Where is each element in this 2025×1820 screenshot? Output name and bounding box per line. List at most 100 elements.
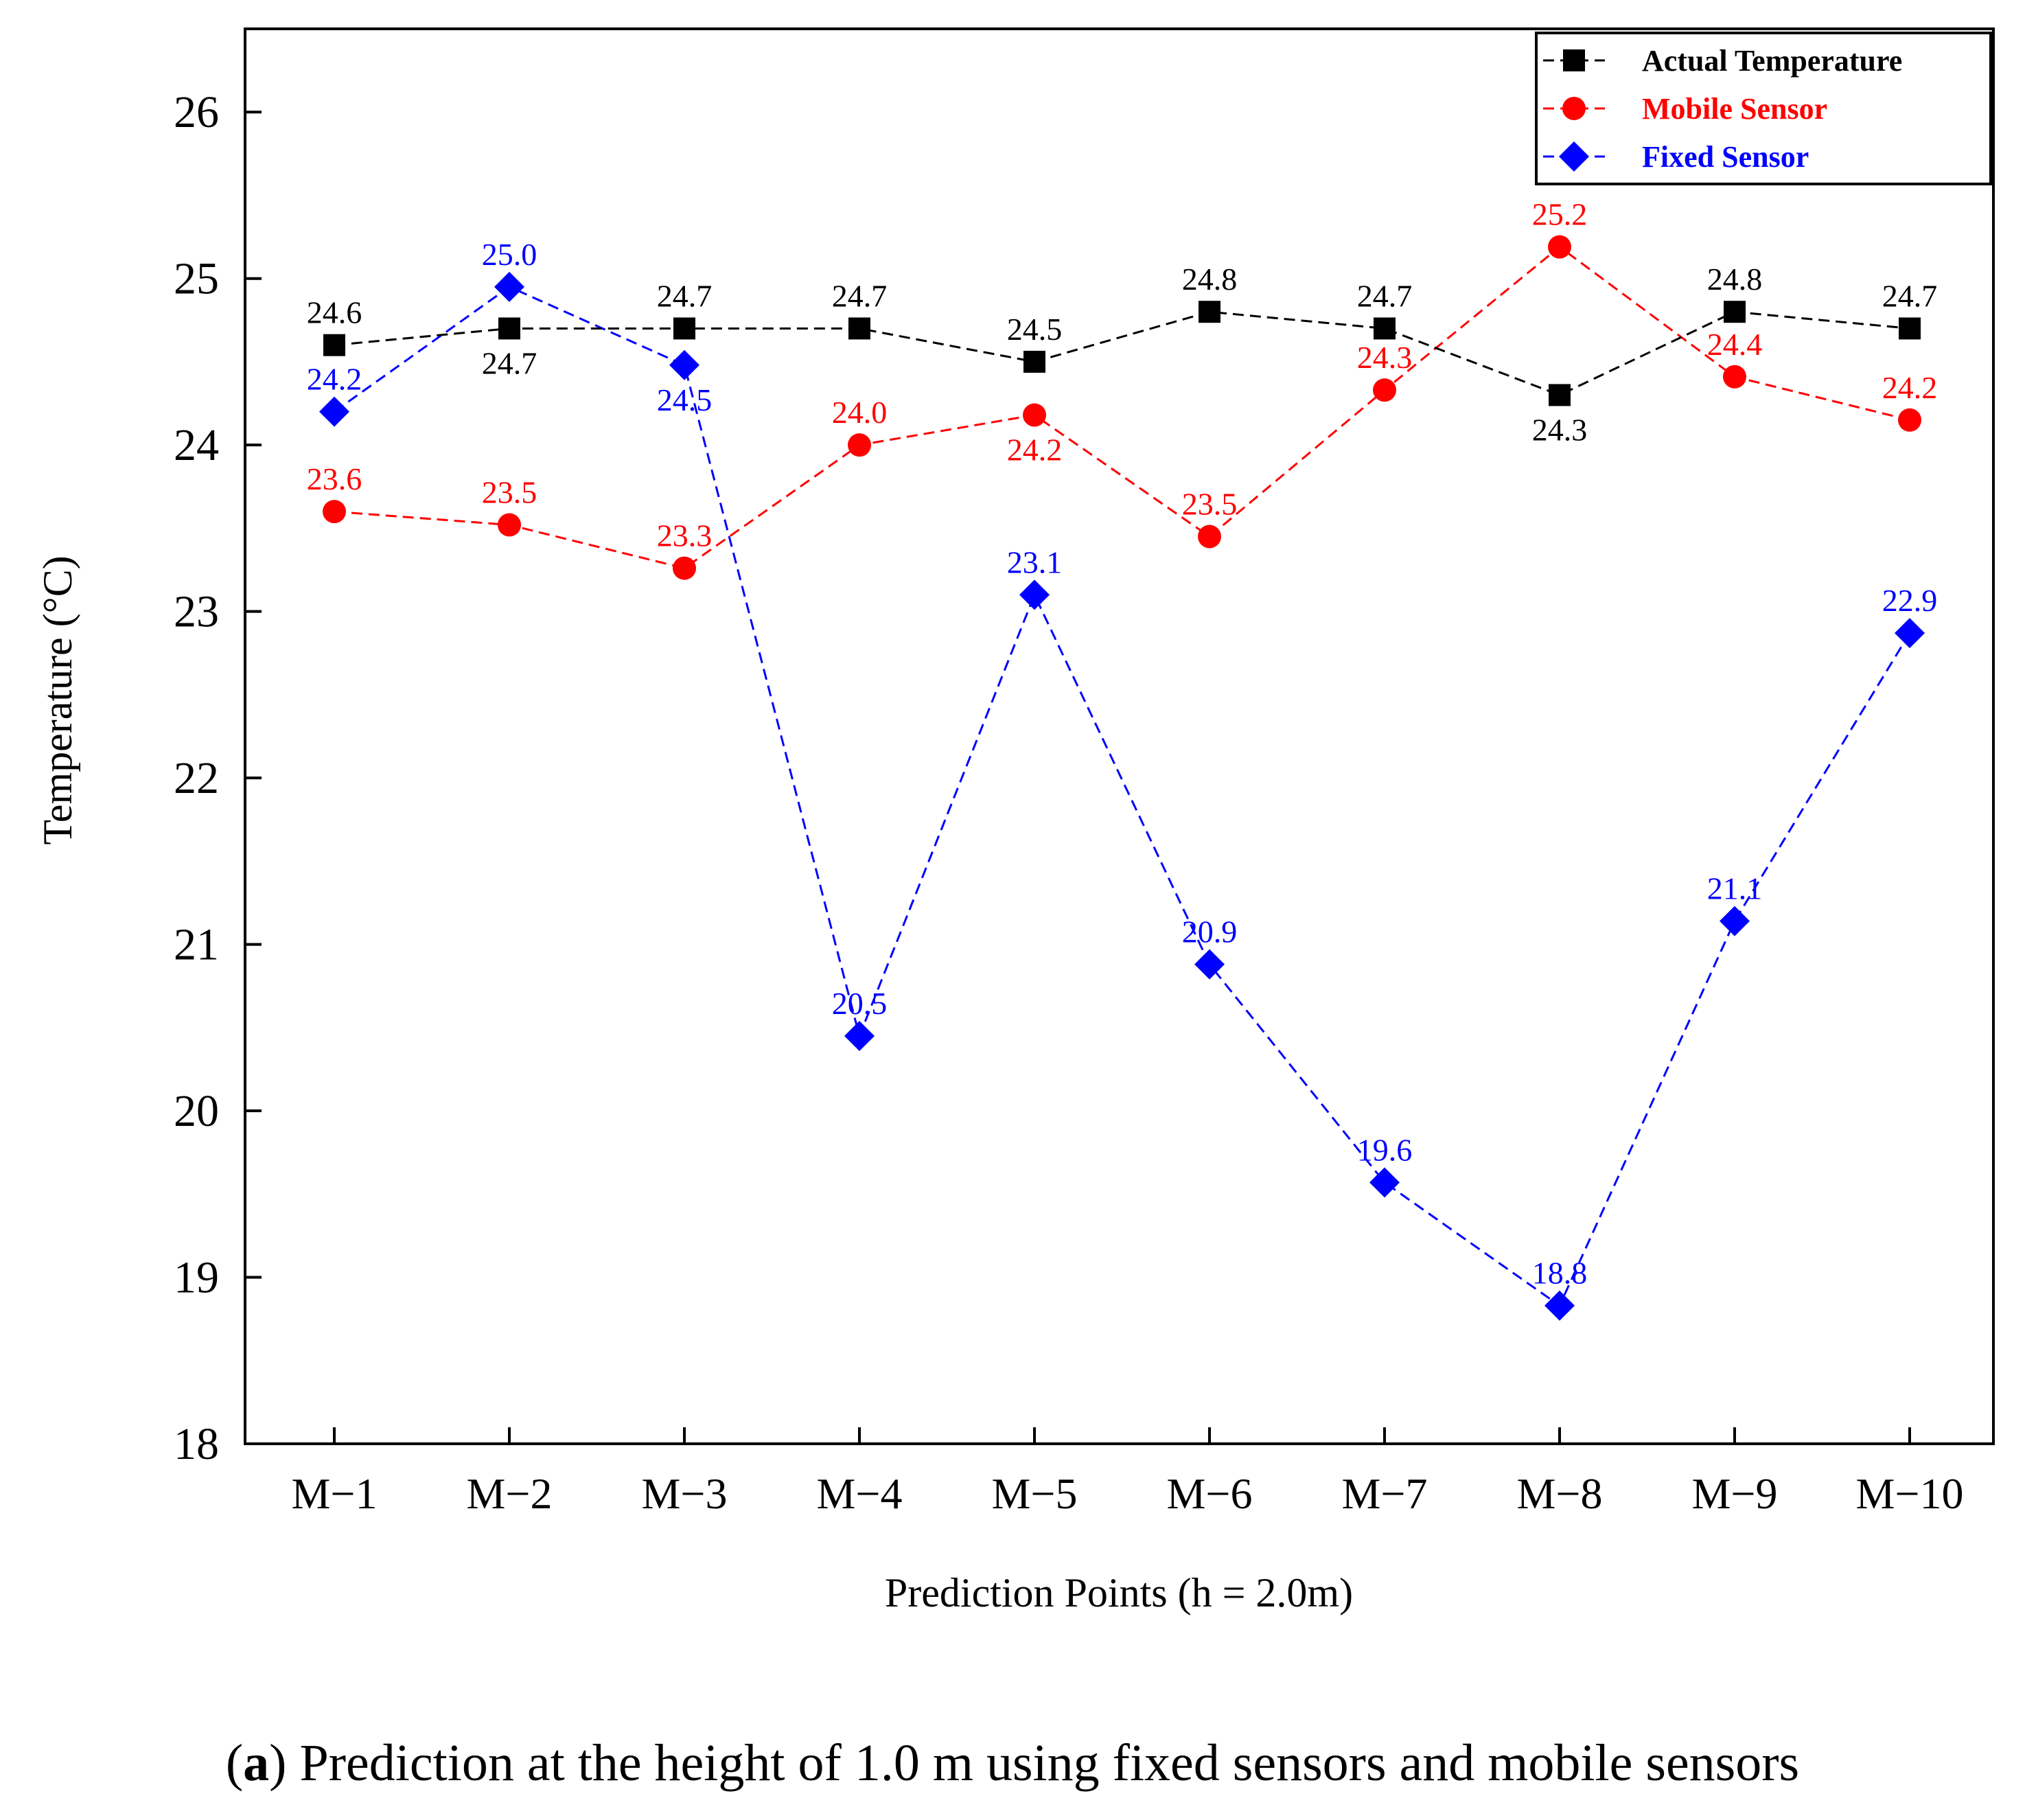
x-tick-label: M−4: [817, 1469, 903, 1518]
data-label: 23.5: [482, 475, 537, 510]
mobile-sensor-marker: [498, 513, 521, 537]
mobile-sensor-marker: [1023, 403, 1046, 427]
actual-temperature-marker: [848, 317, 870, 340]
line-chart: 18 19 20 21 22 23 24 25 26 M−1 M−2 M−3 M−4 M−5 M−6 M−7…: [35, 27, 1995, 1615]
series-line: [334, 245, 1910, 570]
y-tick-label: 18: [174, 1419, 219, 1469]
data-label: 23.6: [307, 461, 362, 496]
data-label: 24.5: [657, 382, 713, 417]
y-tick-label: 26: [174, 87, 219, 137]
data-label: 24.2: [1007, 433, 1063, 468]
data-label: 19.6: [1357, 1132, 1413, 1167]
actual-temperature-marker: [1724, 301, 1746, 323]
data-label: 24.2: [1882, 370, 1938, 405]
x-tick-label: M−2: [467, 1469, 553, 1518]
mobile-sensor-marker: [1373, 378, 1396, 402]
y-tick-label: 23: [174, 587, 219, 637]
data-label: 24.0: [832, 395, 888, 430]
fixed-sensor-marker: [1369, 1167, 1400, 1198]
data-label: 23.3: [657, 518, 713, 553]
fixed-sensor-marker: [844, 1020, 875, 1051]
fixed-sensor-marker: [1194, 949, 1225, 980]
legend-marker: [1559, 141, 1589, 172]
data-label: 24.8: [1182, 262, 1238, 297]
data-label: 24.8: [1707, 262, 1763, 297]
mobile-sensor-marker: [1723, 365, 1746, 389]
data-label: 24.4: [1707, 327, 1763, 362]
actual-temperature-marker: [498, 317, 520, 340]
data-labels: 24.6 24.7 24.7 24.7 24.5 24.8 24.7 24.3 24.8 24.7…: [307, 197, 1938, 1291]
x-tick-label: M−10: [1856, 1469, 1964, 1518]
x-tick-label: M−1: [292, 1469, 378, 1518]
fixed-sensor-marker: [1544, 1290, 1575, 1321]
actual-temperature-marker: [673, 317, 695, 340]
x-tick-label: M−8: [1517, 1469, 1603, 1518]
series-fixed-sensor: [319, 271, 1925, 1321]
y-tick-label: 25: [174, 254, 219, 304]
fixed-sensor-marker: [669, 349, 699, 380]
data-label: 24.7: [832, 278, 888, 313]
legend-box: [1535, 32, 1992, 185]
legend-label: Mobile Sensor: [1642, 92, 1827, 126]
caption-label: a: [243, 1734, 270, 1792]
actual-temperature-marker: [1374, 317, 1396, 340]
actual-temperature-marker: [323, 334, 345, 356]
x-tick-label: M−9: [1692, 1469, 1778, 1518]
legend-entry: Actual Temperature: [1543, 44, 1902, 78]
plot-area-frame: [244, 27, 1995, 1445]
fixed-sensor-marker: [1720, 906, 1750, 936]
data-label: 24.5: [1007, 312, 1063, 347]
data-label: 20.5: [832, 986, 888, 1021]
y-axis-title: Temperature (°C): [35, 555, 80, 844]
y-tick-label: 24: [174, 420, 219, 470]
data-label: 18.8: [1532, 1256, 1588, 1291]
x-tick-label: M−5: [992, 1469, 1078, 1518]
series-line: [334, 310, 1910, 397]
x-tick-label: M−3: [642, 1469, 728, 1518]
actual-temperature-marker: [1899, 317, 1921, 340]
actual-temperature-marker: [1549, 384, 1571, 406]
data-label: 24.7: [1882, 278, 1938, 313]
legend-label: Fixed Sensor: [1642, 140, 1809, 174]
y-tick-label: 22: [174, 753, 219, 803]
data-label: 20.9: [1182, 914, 1238, 949]
actual-temperature-marker: [1199, 301, 1220, 323]
x-tick-label: M−6: [1167, 1469, 1253, 1518]
y-tick-label: 21: [174, 920, 219, 970]
y-axis-ticks: 18 19 20 21 22 23 24 25 26: [174, 87, 262, 1469]
fixed-sensor-marker: [1895, 618, 1925, 649]
actual-temperature-marker: [1023, 350, 1045, 373]
data-label: 24.3: [1532, 412, 1588, 447]
data-label: 25.0: [482, 237, 537, 272]
legend: Actual Temperature Mobile Sensor Fixed Sen…: [1535, 32, 1992, 185]
data-label: 24.6: [307, 295, 362, 330]
mobile-sensor-marker: [1548, 235, 1571, 259]
legend-marker: [1562, 97, 1586, 120]
legend-marker: [1563, 49, 1585, 71]
caption-text: Prediction at the height of 1.0 m using …: [299, 1734, 1800, 1792]
series-mobile-sensor: [323, 235, 1921, 580]
mobile-sensor-marker: [848, 433, 871, 457]
legend-entry: Fixed Sensor: [1543, 140, 1809, 174]
mobile-sensor-marker: [323, 500, 346, 524]
data-label: 24.3: [1357, 340, 1413, 375]
legend-label: Actual Temperature: [1642, 44, 1902, 78]
data-label: 24.7: [1357, 278, 1413, 313]
data-label: 23.1: [1007, 544, 1063, 579]
figure-caption: (a) Prediction at the height of 1.0 m us…: [225, 1734, 1800, 1792]
y-tick-label: 20: [174, 1086, 219, 1136]
x-axis-ticks: M−1 M−2 M−3 M−4 M−5 M−6 M−7 M−8 M−9 M−10: [292, 1427, 1964, 1518]
data-label: 24.7: [657, 278, 713, 313]
mobile-sensor-marker: [673, 556, 696, 580]
series-line: [334, 286, 1911, 1308]
mobile-sensor-marker: [1898, 408, 1921, 432]
x-tick-label: M−7: [1342, 1469, 1428, 1518]
data-label: 24.2: [307, 362, 362, 397]
series-layer: [319, 235, 1925, 1321]
data-label: 23.5: [1182, 487, 1238, 522]
data-label: 24.7: [482, 345, 537, 380]
series-actual-temperature: [323, 301, 1921, 406]
legend-entry: Mobile Sensor: [1543, 92, 1827, 126]
x-axis-title: Prediction Points (h = 2.0m): [885, 1570, 1353, 1615]
data-label: 21.1: [1707, 871, 1763, 906]
